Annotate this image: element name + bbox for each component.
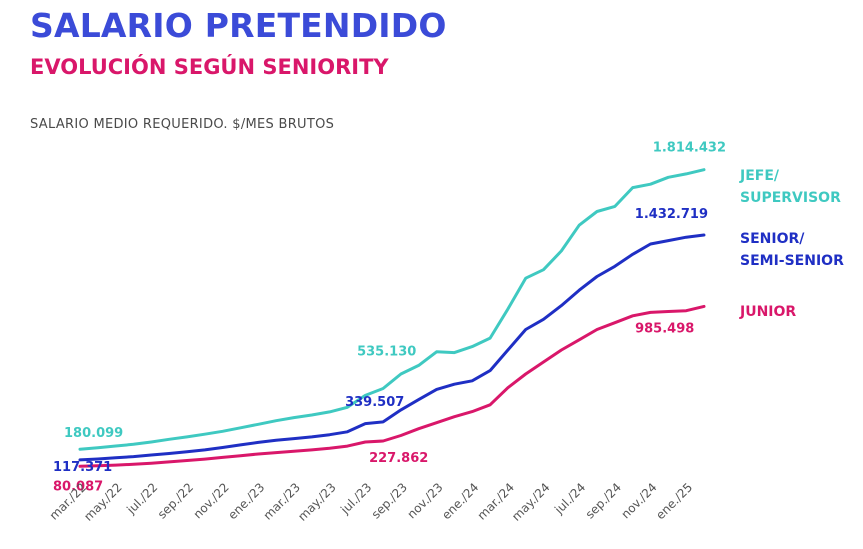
x-tick-label: ene./23: [225, 480, 267, 522]
data-label: 80.087: [53, 479, 103, 494]
data-label: 535.130: [357, 345, 416, 360]
x-tick-label: may./24: [509, 480, 553, 524]
x-tick-label: sep./24: [583, 480, 624, 521]
x-tick-label: nov./22: [191, 480, 232, 521]
data-label: 1.814.432: [653, 141, 726, 156]
x-tick-label: nov./23: [405, 480, 446, 521]
data-label: 117.371: [53, 460, 112, 475]
series-line-jefe-supervisor: [78, 168, 706, 451]
data-label: 339.507: [345, 395, 404, 410]
legend-entry-senior-semi-senior: SEMI-SENIOR: [740, 253, 844, 269]
y-axis-caption: SALARIO MEDIO REQUERIDO. $/MES BRUTOS: [30, 117, 335, 132]
data-label: 227.862: [369, 451, 428, 466]
data-label: 1.432.719: [635, 207, 708, 222]
x-tick-label: ene./24: [439, 480, 481, 522]
legend-entry-junior: JUNIOR: [739, 304, 796, 320]
series-line-junior: [78, 304, 706, 468]
data-label: 180.099: [64, 426, 123, 441]
legend-entry-jefe-supervisor: JEFE/: [739, 168, 780, 184]
annotation-layer: 180.099 535.130 1.814.432 117.371 339.507 1.4…: [53, 141, 726, 495]
x-tick-label: nov./24: [618, 480, 659, 521]
legend-layer: JEFE/SUPERVISOR SENIOR/SEMI-SENIOR JUNIOR: [739, 168, 844, 320]
legend-entry-senior-semi-senior: SENIOR/: [740, 231, 805, 247]
data-label: 985.498: [635, 322, 694, 337]
x-tick-label: ene./25: [653, 480, 695, 522]
x-tick-label: sep./23: [369, 480, 410, 521]
legend-entry-jefe-supervisor: SUPERVISOR: [740, 190, 841, 206]
chart-title: SALARIO PRETENDIDO: [30, 6, 447, 45]
series-layer: [78, 168, 706, 468]
x-tick-label: sep./22: [155, 480, 196, 521]
x-tick-label: may./23: [295, 480, 339, 524]
series-line-senior-semi-senior: [78, 233, 706, 462]
chart-subtitle: EVOLUCIÓN SEGÚN SENIORITY: [30, 55, 389, 79]
